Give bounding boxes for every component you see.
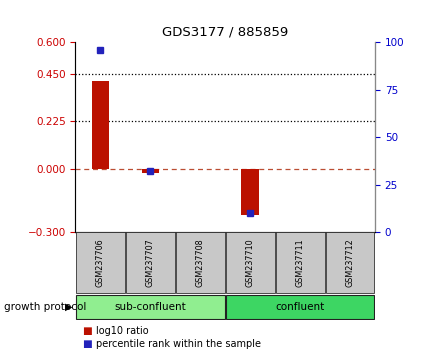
Bar [76, 233, 125, 293]
Text: ■: ■ [82, 326, 92, 336]
Bar [241, 169, 258, 215]
Text: growth protocol: growth protocol [4, 302, 86, 312]
Title: GDS3177 / 885859: GDS3177 / 885859 [162, 25, 288, 39]
Text: ■: ■ [82, 339, 92, 349]
Text: GSM237710: GSM237710 [245, 239, 254, 287]
Text: GSM237706: GSM237706 [95, 239, 104, 287]
Bar [175, 233, 224, 293]
Bar [126, 233, 175, 293]
Text: GSM237711: GSM237711 [295, 239, 304, 287]
Text: log10 ratio: log10 ratio [96, 326, 148, 336]
Bar [92, 81, 109, 169]
Text: ▶: ▶ [65, 302, 73, 312]
Text: sub-confluent: sub-confluent [114, 302, 186, 312]
Bar [225, 295, 374, 319]
Bar [225, 233, 274, 293]
Text: GSM237708: GSM237708 [195, 239, 204, 287]
Text: GSM237707: GSM237707 [145, 239, 154, 287]
Text: GSM237712: GSM237712 [345, 239, 354, 287]
Bar [141, 169, 159, 173]
Bar [325, 233, 374, 293]
Bar [76, 295, 224, 319]
Text: confluent: confluent [275, 302, 324, 312]
Bar [275, 233, 324, 293]
Text: percentile rank within the sample: percentile rank within the sample [96, 339, 261, 349]
